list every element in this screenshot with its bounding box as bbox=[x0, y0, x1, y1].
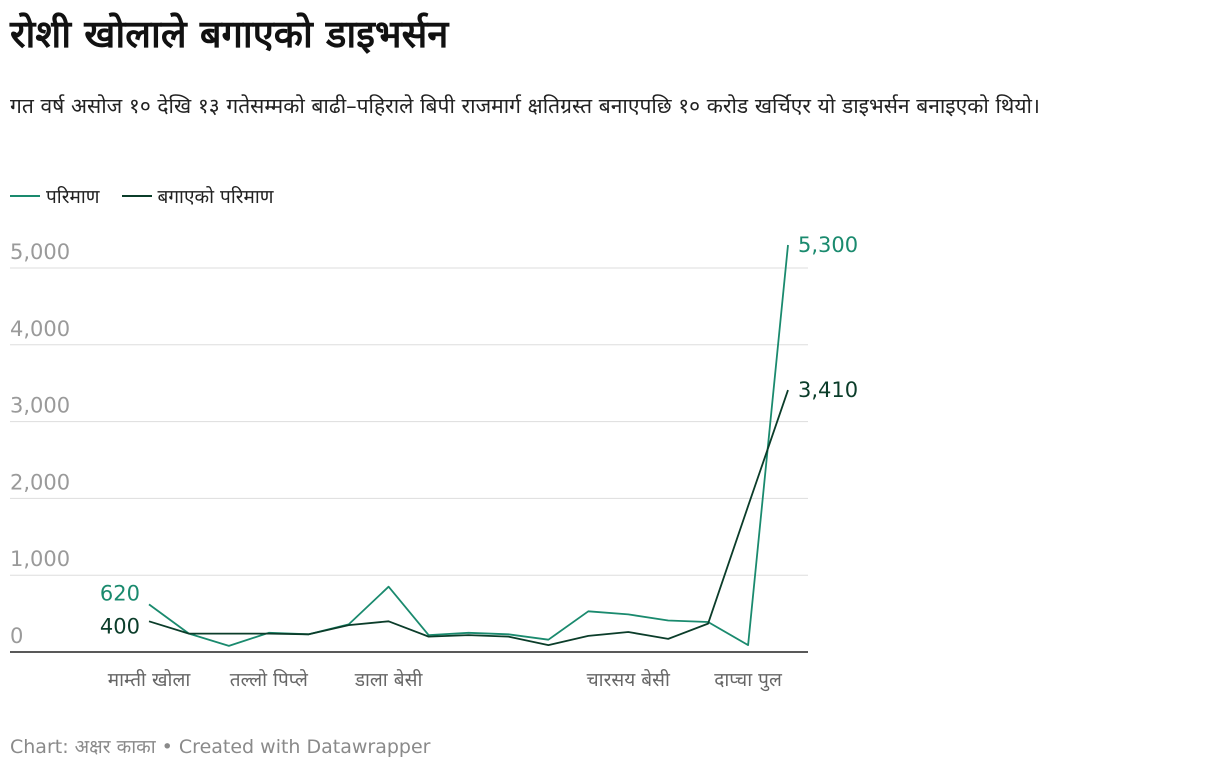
data-labels: 620 5,300 400 3,410 bbox=[100, 233, 858, 638]
y-tick-label: 1,000 bbox=[10, 547, 70, 571]
x-axis-tick-labels: माम्ती खोला तल्लो पिप्ले डाला बेसी चारसय बे… bbox=[108, 668, 783, 692]
x-tick-label: दाप्चा पुल bbox=[714, 669, 783, 692]
data-label-last-1: 3,410 bbox=[798, 378, 858, 402]
y-tick-label: 4,000 bbox=[10, 317, 70, 341]
legend: परिमाण बगाएको परिमाण bbox=[10, 182, 296, 210]
legend-swatch-washed-quantity bbox=[121, 195, 152, 197]
grid-lines bbox=[10, 267, 808, 653]
data-label-last-0: 5,300 bbox=[798, 233, 858, 257]
x-tick-label: डाला बेसी bbox=[354, 668, 424, 691]
chart-title: रोशी खोलाले बगाएको डाइभर्सन bbox=[10, 12, 449, 56]
x-tick-label: तल्लो पिप्ले bbox=[230, 668, 309, 691]
series-line-1 bbox=[148, 389, 789, 647]
y-tick-label: 5,000 bbox=[10, 240, 70, 264]
series-line-0 bbox=[148, 244, 789, 647]
legend-item-quantity: परिमाण bbox=[10, 183, 100, 209]
y-tick-label: 3,000 bbox=[10, 394, 70, 418]
x-tick-label: चारसय बेसी bbox=[587, 668, 671, 691]
legend-label-quantity: परिमाण bbox=[46, 186, 100, 208]
legend-item-washed-quantity: बगाएको परिमाण bbox=[121, 183, 274, 209]
chart-credit: Chart: अक्षर काका • Created with Datawra… bbox=[10, 736, 431, 758]
y-axis-tick-labels: 0 1,000 2,000 3,000 4,000 5,000 bbox=[10, 240, 70, 648]
series-lines bbox=[148, 244, 789, 647]
legend-label-washed-quantity: बगाएको परिमाण bbox=[157, 186, 274, 208]
data-label-first-0: 620 bbox=[100, 581, 140, 605]
chart-subtitle: गत वर्ष असोज १० देखि १३ गतेसम्मको बाढी–प… bbox=[10, 94, 1040, 118]
y-tick-label: 2,000 bbox=[10, 470, 70, 494]
legend-swatch-quantity bbox=[10, 195, 40, 197]
data-label-first-1: 400 bbox=[100, 614, 140, 638]
line-chart: 0 1,000 2,000 3,000 4,000 5,000 माम्ती खोला तल… bbox=[10, 233, 858, 692]
x-tick-label: माम्ती खोला bbox=[108, 668, 192, 691]
y-tick-label: 0 bbox=[10, 624, 23, 648]
